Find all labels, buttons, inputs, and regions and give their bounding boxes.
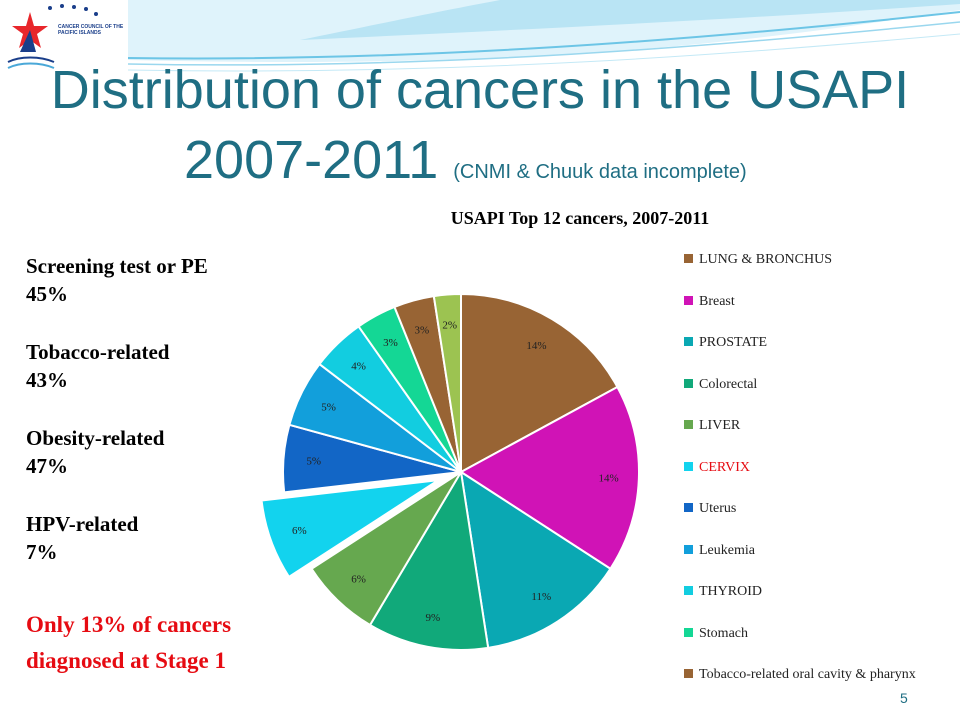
stat-hpv: HPV-related 7% [26,510,326,596]
stats-list: Screening test or PE 45% Tobacco-related… [26,252,326,596]
stat-value: 7% [26,540,58,564]
page-title-years: 2007-2011 (CNMI & Chuuk data incomplete) [184,128,904,204]
legend-swatch [684,378,693,388]
pie-data-label: 9% [426,612,441,624]
stat-value: 47% [26,454,68,478]
page-title: Distribution of cancers in the USAPI [50,60,910,120]
legend-item: Uterus [684,499,944,519]
pie-data-label: 2% [442,320,457,332]
pie-data-label: 3% [383,337,398,349]
stat-screening: Screening test or PE 45% [26,252,326,338]
highlight-line2: diagnosed at Stage 1 [26,648,226,673]
legend-item: LIVER [684,416,944,436]
pie-slice-breast [459,385,640,571]
pie-data-label: 14% [526,340,546,352]
legend-item: PROSTATE [684,333,944,353]
stat-label: HPV-related [26,512,139,536]
legend-item: Tobacco-related oral cavity & pharynx [684,665,944,685]
logo: CANCER COUNCIL OF THE PACIFIC ISLANDS [0,0,128,78]
legend-label: Colorectal [699,376,758,392]
pie-data-label: 4% [351,361,366,373]
stat-label: Obesity-related [26,426,165,450]
stat-value: 43% [26,368,68,392]
highlight-line1: Only 13% of cancers [26,612,232,637]
title-note: (CNMI & Chuuk data incomplete) [453,161,747,183]
legend-label: Breast [699,293,735,309]
legend-swatch [684,503,693,512]
pie-slice-colorectal [368,469,490,651]
stat-label: Tobacco-related [26,340,170,364]
legend-label: Uterus [699,501,737,516]
pie-slice-tobacco-related-oral-cavity-pharynx [393,294,462,473]
header-swoosh [127,0,960,72]
legend-label: THYROID [699,584,762,599]
pie-data-label: 14% [599,473,619,485]
page-number: 5 [900,690,908,706]
title-years: 2007-2011 [184,130,439,190]
legend-swatch [684,627,693,637]
legend-swatch [684,295,693,305]
pie-slice-prostate [459,469,612,650]
legend-swatch [684,337,693,346]
legend-item: Stomach [684,624,944,644]
legend-label: Leukemia [699,542,755,558]
pie-slice-other-11 [432,292,462,473]
legend-label: LUNG & BRONCHUS [699,252,833,267]
pie-data-label: 11% [531,591,551,603]
legend-item: Leukemia [684,541,944,561]
legend-item: CERVIX [684,458,944,478]
pie-slice-thyroid [318,325,462,473]
stat-obesity: Obesity-related 47% [26,424,326,510]
legend-swatch [684,420,693,429]
chart-title: USAPI Top 12 cancers, 2007-2011 [450,208,710,228]
legend-swatch [684,544,693,554]
pie-data-label: 6% [351,573,366,585]
logo-text: CANCER COUNCIL OF THE PACIFIC ISLANDS [58,24,124,36]
legend-item: LUNG & BRONCHUS [684,250,944,270]
legend-swatch [684,461,693,471]
legend-swatch [684,254,693,263]
stat-label: Screening test or PE [26,254,208,278]
pie-slice-stomach [357,305,462,473]
stat-tobacco: Tobacco-related 43% [26,338,326,424]
legend-item: Colorectal [684,375,944,395]
stage1-highlight: Only 13% of cancers diagnosed at Stage 1 [26,607,326,679]
legend-label: CERVIX [699,459,750,475]
stat-value: 45% [26,282,68,306]
legend-label: PROSTATE [699,335,768,350]
pie-slice-lung-bronchus [460,292,619,474]
legend-swatch [684,586,693,595]
pie-data-label: 3% [415,325,430,337]
legend-label: Stomach [699,625,748,641]
legend-label: Tobacco-related oral cavity & pharynx [699,667,916,682]
logo-emblem-icon [7,4,98,69]
legend-label: LIVER [699,418,741,433]
pie-slice-liver [310,471,462,627]
legend-item: Breast [684,292,944,312]
legend-swatch [684,669,693,678]
legend-item: THYROID [684,582,944,602]
